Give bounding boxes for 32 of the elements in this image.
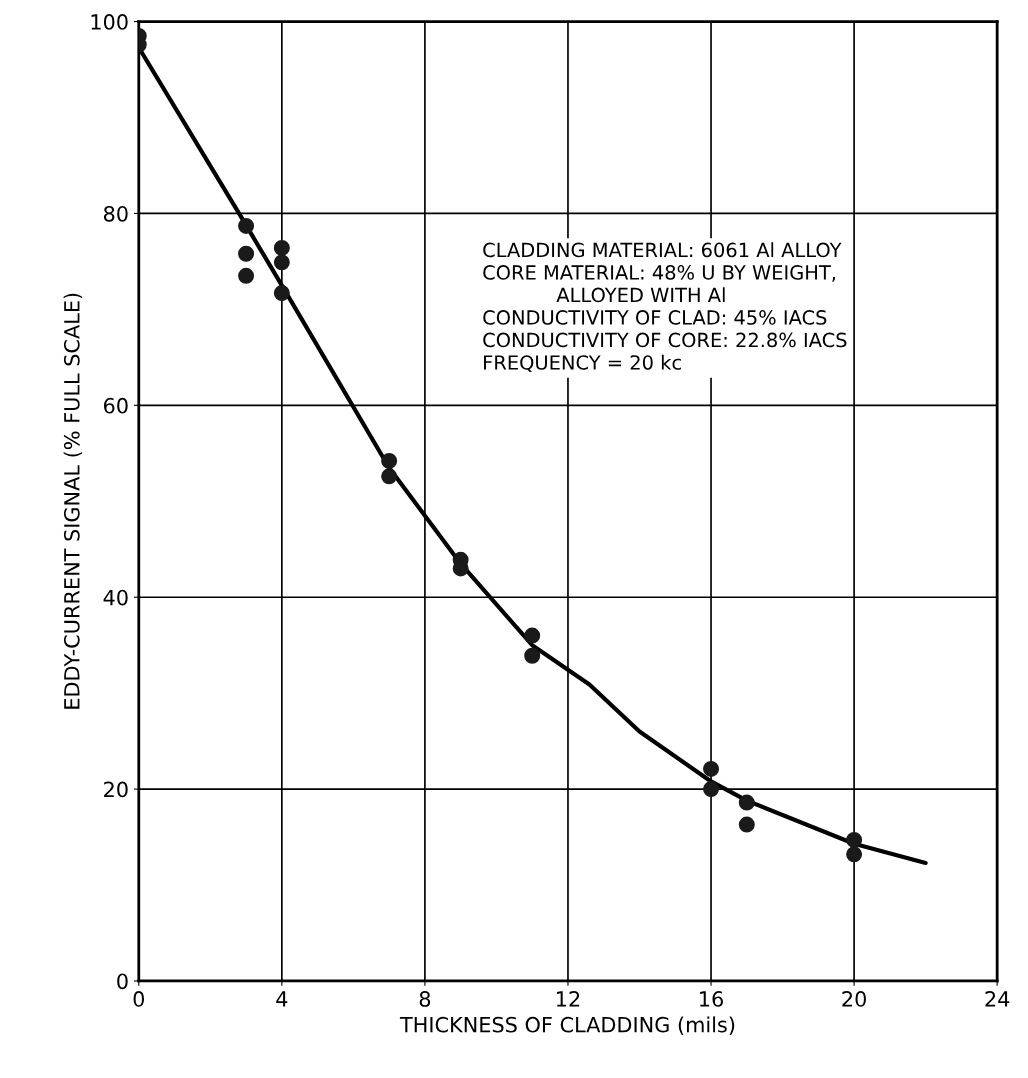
point xyxy=(703,781,720,798)
point xyxy=(238,267,255,284)
point xyxy=(381,468,398,485)
point xyxy=(703,760,720,777)
x-tick-label: 24 xyxy=(985,991,1010,1007)
point xyxy=(524,627,541,644)
point xyxy=(846,846,863,863)
x-tick-label: 16 xyxy=(700,991,723,1007)
y-axis-title: EDDY-CURRENT SIGNAL (% FULL SCALE) xyxy=(63,293,83,709)
y-tick-label: 0 xyxy=(117,973,128,990)
x-axis-title: THICKNESS OF CLADDING (mils) xyxy=(399,1016,735,1035)
point xyxy=(273,240,290,256)
x-tick-label: 12 xyxy=(557,991,580,1007)
point xyxy=(738,794,755,811)
y-tick-label: 20 xyxy=(104,781,128,798)
point xyxy=(273,254,290,271)
point xyxy=(524,647,541,664)
x-tick-label: 8 xyxy=(419,991,431,1007)
annotation: CLADDING MATERIAL: 6061 Al ALLOY CORE MATERIAL: 48% U BY WEIGHT, ALLOYED WITH Al CONDUCTIVITY OF CLAD: 45% IACS CONDUCTIVITY OF CORE: 22.8% IACS FREQUENCY = 20 kc xyxy=(483,242,847,373)
point xyxy=(238,217,255,234)
y-tick-label: 40 xyxy=(103,589,128,606)
y-tick-label: 100 xyxy=(91,14,128,30)
x-tick-label: 4 xyxy=(276,991,288,1007)
point xyxy=(273,285,290,302)
x-tick-label: 20 xyxy=(842,991,866,1007)
y-tick-label: 60 xyxy=(104,397,128,414)
x-tick-label: 0 xyxy=(133,991,145,1007)
y-tick-label: 80 xyxy=(103,205,128,222)
point xyxy=(381,452,398,469)
point xyxy=(846,831,863,848)
point xyxy=(238,245,255,262)
point xyxy=(738,816,755,833)
